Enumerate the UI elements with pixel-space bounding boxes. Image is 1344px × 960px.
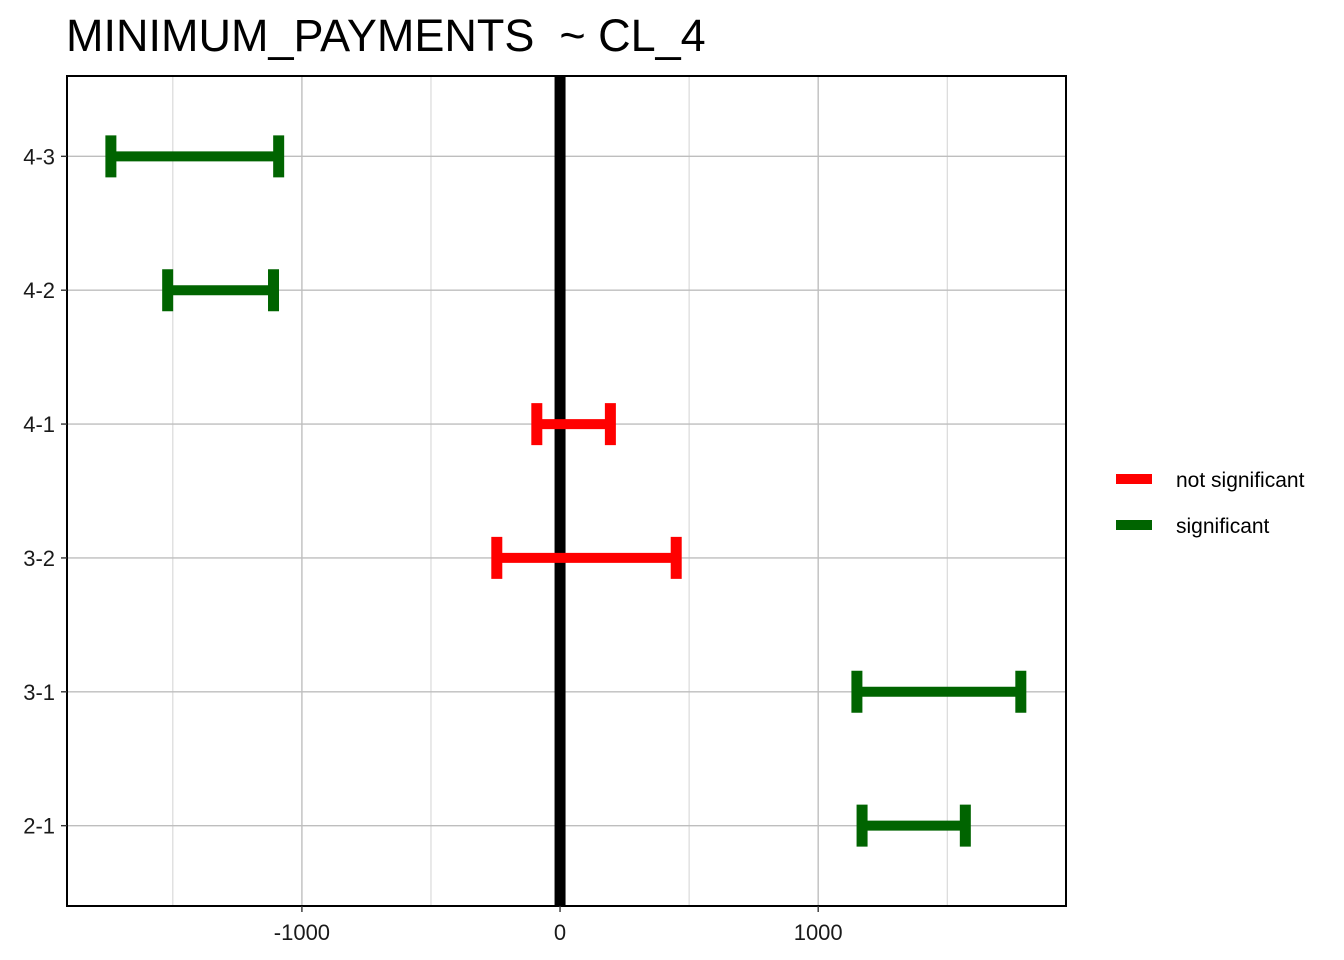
y-tick-label-3-1: 3-1 <box>23 680 55 705</box>
legend: not significant significant <box>1116 469 1305 538</box>
errorbar-3-2 <box>491 536 682 579</box>
x-tick-label: -1000 <box>274 920 330 945</box>
y-tick-label-2-1: 2-1 <box>23 814 55 839</box>
errorbar-4-1 <box>531 403 616 446</box>
chart-title: MINIMUM_PAYMENTS ~ CL_4 <box>66 10 706 61</box>
errorbar-4-3 <box>105 135 285 178</box>
marks-layer <box>105 76 1027 906</box>
axis-layer: -1000 0 1000 2-1 3-1 3-2 4-1 4-2 4-3 <box>23 144 842 945</box>
panel-background <box>67 76 1066 906</box>
y-tick-label-3-2: 3-2 <box>23 546 55 571</box>
y-tick-label-4-2: 4-2 <box>23 278 55 303</box>
errorbar-4-2 <box>162 269 280 312</box>
errorbar-3-1 <box>851 670 1027 713</box>
legend-item-significant: significant <box>1116 515 1270 538</box>
panel-border <box>66 75 1067 907</box>
legend-item-not-significant: not significant <box>1116 469 1305 492</box>
x-tick-label: 0 <box>554 920 566 945</box>
y-tick-label-4-3: 4-3 <box>23 144 55 169</box>
x-tick-label: 1000 <box>794 920 843 945</box>
errorbar-2-1 <box>856 804 971 847</box>
grid-layer <box>67 76 1066 906</box>
legend-label: significant <box>1176 515 1270 538</box>
legend-label: not significant <box>1176 469 1305 492</box>
y-tick-label-4-1: 4-1 <box>23 412 55 437</box>
